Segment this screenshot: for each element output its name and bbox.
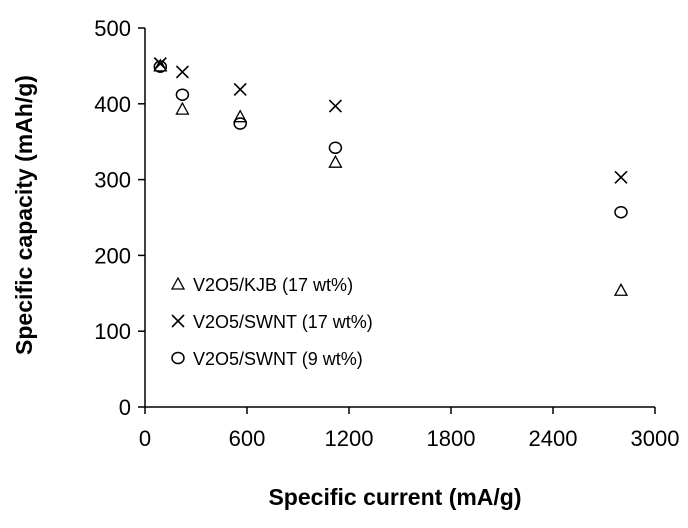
- y-tick-label: 100: [94, 319, 131, 344]
- x-tick-label: 0: [139, 426, 151, 451]
- axes: [138, 27, 656, 414]
- x-tick-label: 600: [229, 426, 266, 451]
- y-tick-label: 200: [94, 243, 131, 268]
- data-point-x: [175, 65, 189, 79]
- circle-marker-shape: [171, 351, 185, 365]
- x-tick-label: 1200: [325, 426, 374, 451]
- data-point-circle: [233, 117, 247, 130]
- circle-marker-shape: [614, 205, 628, 219]
- triangle-marker-shape: [170, 276, 186, 290]
- x-marker-stroke: [175, 65, 189, 79]
- circle-marker-shape: [153, 60, 168, 73]
- legend-marker-x: [171, 314, 185, 328]
- data-point-circle: [175, 88, 190, 101]
- y-tick-label: 500: [94, 16, 131, 41]
- data-point-triangle: [613, 282, 629, 296]
- legend: V2O5/KJB (17 wt%) V2O5/SWNT (17 wt%) V2O5/…: [170, 275, 373, 369]
- triangle-marker-shape: [175, 101, 190, 115]
- triangle-marker-shape: [613, 282, 629, 296]
- legend-marker-triangle: [170, 276, 186, 290]
- x-tick-label: 2400: [529, 426, 578, 451]
- x-marker-stroke: [171, 314, 185, 328]
- y-tick-label: 300: [94, 168, 131, 193]
- x-marker-stroke: [233, 82, 247, 96]
- data-point-triangle: [233, 109, 248, 123]
- data-point-x: [153, 57, 167, 71]
- triangle-marker-shape: [233, 109, 248, 123]
- y-axis-title: Specific capacity (mAh/g): [11, 75, 37, 355]
- data-point-triangle: [153, 58, 168, 72]
- data-point-triangle: [328, 154, 343, 168]
- data-point-x: [233, 82, 247, 96]
- legend-label: V2O5/KJB (17 wt%): [193, 275, 353, 295]
- data-point-x: [328, 99, 342, 113]
- data-point-circle: [153, 60, 168, 73]
- data-point-circle: [614, 205, 628, 219]
- data-points: [153, 57, 629, 296]
- legend-label: V2O5/SWNT (17 wt%): [193, 312, 373, 332]
- legend-marker-circle: [171, 351, 185, 365]
- legend-label: V2O5/SWNT (9 wt%): [193, 349, 363, 369]
- x-axis-title: Specific current (mA/g): [268, 484, 521, 510]
- data-point-x: [614, 170, 628, 184]
- data-point-circle: [328, 141, 343, 155]
- circle-marker-shape: [328, 141, 343, 155]
- x-marker-stroke: [614, 170, 628, 184]
- x-marker-stroke: [153, 57, 167, 71]
- x-tick-label: 1800: [427, 426, 476, 451]
- x-tick-label: 3000: [631, 426, 680, 451]
- circle-marker-shape: [233, 117, 247, 130]
- circle-marker-shape: [175, 88, 190, 101]
- y-tick-label: 0: [119, 395, 131, 420]
- tick-labels: 0 100 200 300 400 500 0 600 1200 1800 2400 3000: [94, 16, 679, 451]
- triangle-marker-shape: [328, 154, 343, 168]
- y-tick-label: 400: [94, 92, 131, 117]
- data-point-triangle: [175, 101, 190, 115]
- x-marker-stroke: [328, 99, 342, 113]
- triangle-marker-shape: [153, 58, 168, 72]
